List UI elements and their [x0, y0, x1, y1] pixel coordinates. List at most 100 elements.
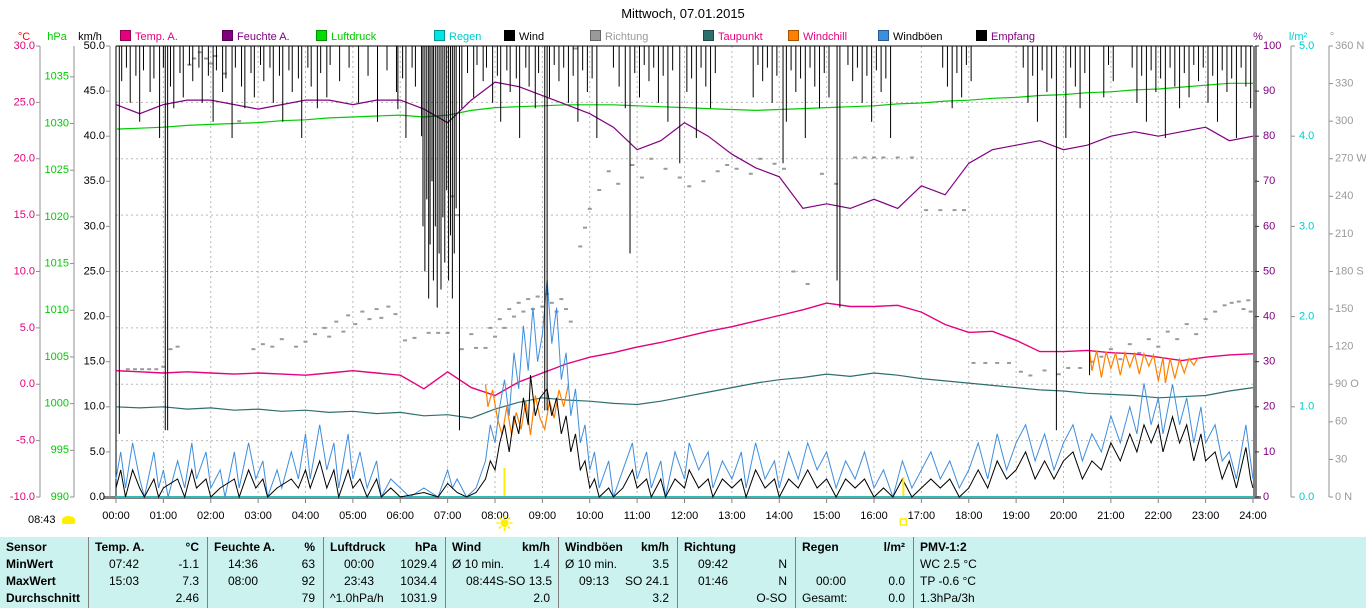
stat-cell-value: 0.0 — [888, 591, 905, 605]
series-richtung-point — [213, 55, 218, 58]
axis-tick-label: 16:00 — [860, 510, 888, 522]
series-richtung-point — [725, 164, 730, 167]
legend-label: Temp. A. — [135, 31, 178, 43]
stat-cell-time — [559, 590, 565, 607]
axis-tick-label: hPa — [47, 31, 67, 43]
series-richtung-point — [995, 361, 1000, 364]
stat-row-label: Durchschnitt — [6, 591, 81, 605]
series-richtung-point — [962, 209, 967, 212]
series-richtung-point — [1213, 310, 1218, 313]
series-richtung-point — [663, 167, 668, 170]
stat-cell-time — [678, 590, 684, 607]
legend-label: Wind — [519, 31, 545, 43]
axis-tick-label: 60 — [1263, 220, 1275, 232]
series-richtung-point — [260, 343, 265, 346]
legend-label: Regen — [449, 31, 482, 43]
series-richtung-point — [154, 368, 159, 371]
stat-cell-time: 15:03 — [109, 574, 140, 588]
series-richtung-point — [540, 305, 545, 308]
legend-label: Windchill — [803, 31, 848, 43]
series-richtung-point — [303, 340, 308, 343]
series-richtung-point — [161, 365, 166, 368]
axis-tick-label: 20.0 — [84, 311, 105, 323]
axis-tick-label: 02:00 — [197, 510, 225, 522]
series-richtung-point — [578, 245, 583, 248]
series-richtung-point — [1229, 301, 1234, 304]
series-richtung-point — [294, 345, 299, 348]
axis-tick-label: 5.0 — [1299, 40, 1314, 52]
stat-cell-time: 07:42 — [109, 557, 140, 571]
sunrise-sun-ray — [507, 516, 511, 520]
axis-tick-label: 0.0 — [20, 378, 35, 390]
axis-tick-label: 06:00 — [386, 510, 414, 522]
stat-cell-time: TP -0.6 °C — [920, 574, 976, 588]
series-richtung-point — [819, 172, 824, 175]
stat-group-unit: km/h — [640, 540, 669, 554]
axis-tick-label: 300 — [1335, 115, 1353, 127]
series-richtung-point — [559, 298, 564, 301]
series-richtung-point — [630, 164, 635, 167]
sunrise-sun-ray — [498, 516, 502, 520]
axis-tick-label: 23:00 — [1192, 510, 1220, 522]
series-richtung-point — [125, 368, 130, 371]
stat-cell-time: 1.3hPa/3h — [920, 591, 975, 605]
weather-chart: -10.0-5.00.05.010.015.020.025.030.0°C990… — [10, 31, 1366, 531]
legend-label: Empfang — [991, 31, 1036, 43]
legend-item-luftdruck: Luftdruck — [316, 30, 376, 43]
series-richtung-point — [1078, 366, 1083, 369]
axis-tick-label: km/h — [78, 31, 102, 43]
axis-tick-label: 22:00 — [1144, 510, 1172, 522]
series-richtung-point — [583, 226, 588, 229]
series-richtung-point — [952, 209, 957, 212]
axis-tick-label: 120 — [1335, 341, 1353, 353]
series-richtung-point — [1018, 370, 1023, 373]
stats-row-labels: Sensor MinWert MaxWert Durchschnitt — [0, 537, 88, 608]
series-richtung-point — [279, 338, 284, 341]
axis-tick-label: 180 S — [1335, 265, 1364, 277]
axis-tick-label: 15.0 — [84, 356, 105, 368]
legend-item-wind: Wind — [504, 30, 544, 43]
series-windchill — [484, 384, 569, 436]
series-richtung-point — [971, 361, 976, 364]
stat-cell-value: SO 24.1 — [624, 574, 669, 588]
series-richtung-point — [909, 156, 914, 159]
axis-tick-label: 24:00 — [1239, 510, 1267, 522]
axis-tick-label: 1030 — [45, 117, 69, 129]
series-richtung-point — [197, 51, 202, 54]
axis-tick-label: 995 — [51, 444, 69, 456]
axis-tick-label: 20:00 — [1050, 510, 1078, 522]
legend-swatch-icon — [222, 30, 233, 41]
axis-tick-label: 30.0 — [14, 40, 35, 52]
series-richtung-point — [208, 62, 213, 65]
axis-tick-label: 60 — [1335, 416, 1347, 428]
stat-cell-time: 00:00 — [344, 557, 375, 571]
stat-cell-value: N — [778, 557, 787, 571]
stat-group-richtung: Richtung 09:42 N 01:46 N O-SO — [677, 537, 795, 608]
series-richtung-point — [687, 185, 692, 188]
axis-tick-label: 10 — [1263, 446, 1275, 458]
stat-cell-time: 23:43 — [344, 574, 375, 588]
series-richtung-point — [639, 176, 644, 179]
stat-cell-value: 3.2 — [652, 591, 669, 605]
series-richtung-point — [791, 270, 796, 273]
series-richtung-point — [474, 346, 479, 349]
series-richtung-point — [701, 180, 706, 183]
series-richtung-point — [748, 172, 753, 175]
series-richtung-point — [606, 170, 611, 173]
legend-label: Windböen — [893, 31, 943, 43]
axis-tick-label: 01:00 — [150, 510, 178, 522]
series-richtung-point — [237, 120, 242, 123]
stat-cell-value: 3.5 — [652, 557, 669, 571]
axis-tick-label: 4.0 — [1299, 130, 1314, 142]
axis-tick-label: 10.0 — [84, 401, 105, 413]
series-richtung-point — [483, 346, 488, 349]
axis-tick-label: 1010 — [45, 304, 69, 316]
series-richtung-point — [251, 348, 256, 351]
chart-legend: Temp. A. Feuchte A. Luftdruck Regen Wind Rich… — [0, 30, 1366, 44]
stat-cell-time: 14:36 — [228, 557, 259, 571]
stat-group-unit: °C — [185, 540, 199, 554]
stat-cell-time: 08:00 — [228, 574, 259, 588]
series-richtung-point — [1118, 358, 1123, 361]
stat-group-name: Windböen — [565, 540, 623, 554]
